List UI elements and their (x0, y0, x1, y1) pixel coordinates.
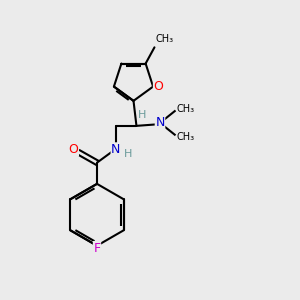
Text: CH₃: CH₃ (176, 104, 194, 114)
Text: H: H (138, 110, 146, 120)
Text: N: N (155, 116, 165, 129)
Text: O: O (154, 80, 164, 93)
Text: F: F (93, 242, 100, 254)
Text: H: H (124, 149, 133, 159)
Text: N: N (111, 143, 121, 156)
Text: CH₃: CH₃ (176, 132, 194, 142)
Text: CH₃: CH₃ (155, 34, 173, 44)
Text: O: O (68, 143, 78, 156)
